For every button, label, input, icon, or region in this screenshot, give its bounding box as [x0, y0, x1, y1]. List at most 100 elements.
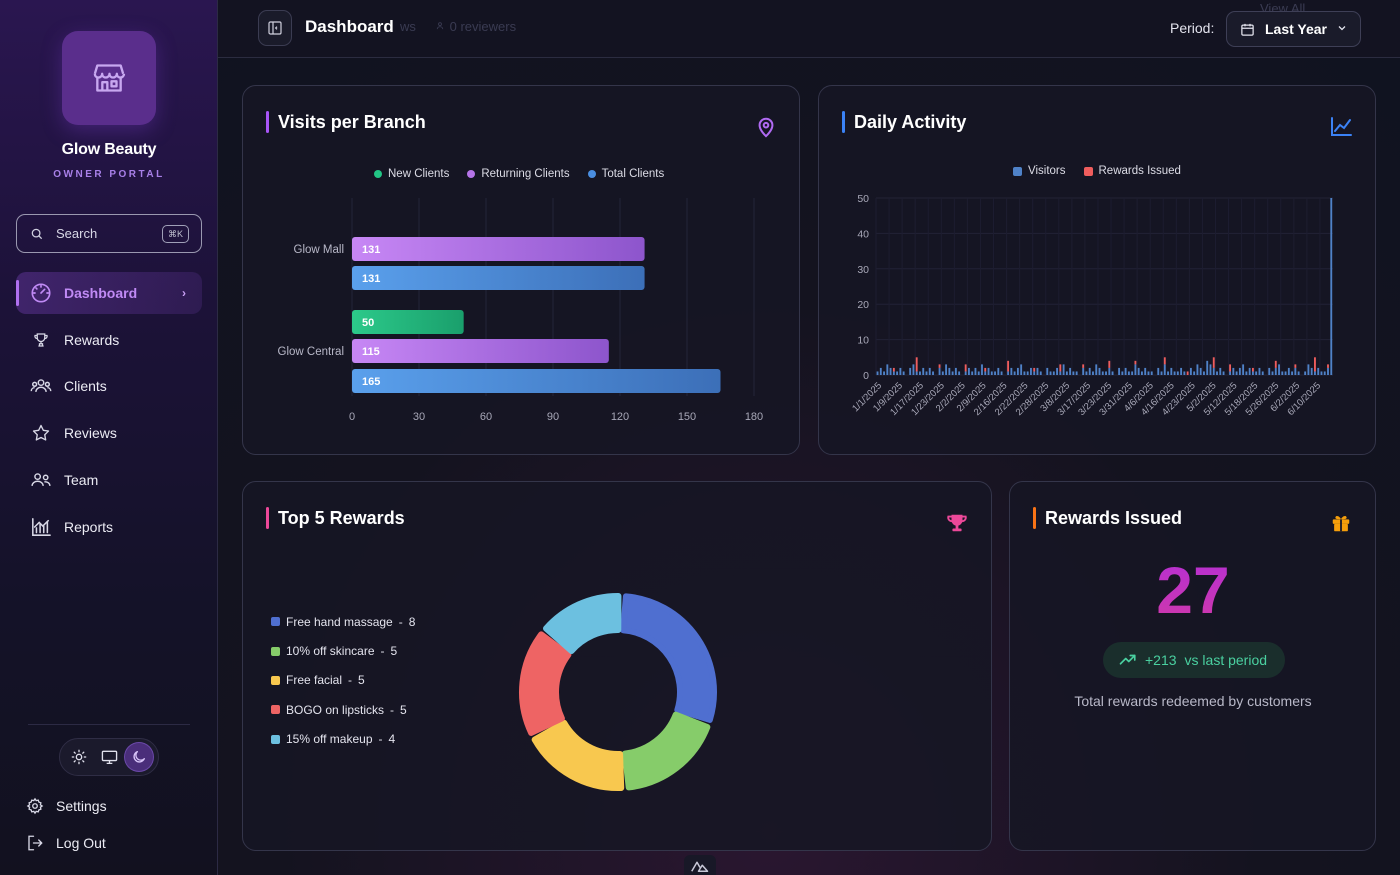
- bar: [1124, 367, 1127, 375]
- bar: [1059, 371, 1062, 375]
- sidebar-item-reviews[interactable]: Reviews: [16, 412, 202, 454]
- search-icon: [31, 228, 43, 239]
- bar: [1072, 371, 1075, 375]
- bar: [1101, 371, 1104, 375]
- sidebar-item-rewards[interactable]: Rewards: [16, 319, 202, 361]
- bar: [1013, 371, 1016, 375]
- settings-label: Settings: [56, 798, 107, 814]
- bar: [984, 367, 987, 372]
- legend-item[interactable]: Total Clients: [587, 168, 664, 180]
- legend-item[interactable]: Rewards Issued: [1083, 165, 1181, 177]
- legend-item[interactable]: Returning Clients: [467, 168, 570, 180]
- bar: [1229, 364, 1232, 372]
- bar: [1235, 371, 1238, 375]
- theme-toggle[interactable]: [59, 738, 159, 776]
- y-tick-label: 20: [857, 299, 869, 311]
- bar: [892, 371, 895, 375]
- legend-separator: -: [348, 673, 353, 688]
- ghost-reviewers: 0 reviewers: [449, 19, 517, 34]
- daily-chart: 010203040501/1/20251/9/20251/17/20251/23…: [850, 193, 1333, 418]
- bar: [1212, 357, 1215, 368]
- bar: [883, 371, 885, 375]
- bar-value-label: 50: [362, 317, 374, 329]
- brand-logo[interactable]: [62, 31, 156, 125]
- logout-link[interactable]: Log Out: [26, 834, 106, 852]
- sidebar-item-team[interactable]: Team: [16, 459, 202, 501]
- bar: [974, 367, 977, 375]
- visits-chart: 0 30 60 90 120 150 180 Glow Mall 131 131 Glow Cent…: [278, 198, 763, 423]
- search-shortcut-badge: ⌘K: [162, 225, 189, 243]
- bar-value-label: 115: [362, 346, 380, 358]
- bar: [1010, 367, 1013, 375]
- card-title: Top 5 Rewards: [266, 507, 405, 529]
- bar: [1212, 367, 1215, 375]
- bar: [1176, 371, 1179, 375]
- bar: [984, 371, 987, 375]
- bar: [1118, 367, 1121, 375]
- bar: [1278, 364, 1280, 375]
- bar: [938, 364, 941, 368]
- trophy-icon: [947, 514, 967, 532]
- bar: [1320, 371, 1323, 375]
- settings-link[interactable]: Settings: [26, 797, 107, 815]
- devtools-button[interactable]: [684, 855, 716, 875]
- legend-value: 4: [388, 732, 396, 747]
- bar: [981, 364, 983, 375]
- bar: [1036, 367, 1039, 375]
- bar: [1284, 371, 1287, 375]
- sidebar-item-clients[interactable]: Clients: [16, 365, 202, 407]
- gear-icon: [26, 797, 46, 815]
- theme-light-button[interactable]: [65, 743, 93, 771]
- legend-item[interactable]: Visitors: [1013, 165, 1066, 177]
- bar: [915, 371, 918, 375]
- bar: [990, 371, 993, 375]
- sidebar-item-dashboard[interactable]: Dashboard ›: [16, 272, 202, 314]
- bar: [928, 367, 931, 375]
- sidebar-item-reports[interactable]: Reports: [16, 506, 202, 548]
- legend-swatch: [271, 617, 280, 627]
- bar: [1232, 367, 1235, 375]
- bar-value-label: 131: [362, 244, 380, 256]
- bar: [1317, 367, 1320, 375]
- x-tick-label: 0: [349, 411, 355, 423]
- sidebar-collapse-icon: [268, 21, 282, 35]
- top-rewards-card: Top 5 Rewards Free hand massage -8 10% of…: [242, 481, 992, 851]
- legend-swatch: [271, 646, 280, 656]
- bar: [1307, 364, 1310, 375]
- bar: [1222, 371, 1225, 375]
- reports-icon: [30, 516, 52, 538]
- bar: [1323, 371, 1326, 375]
- legend-item: Free hand massage -8: [271, 607, 415, 636]
- bar: [1098, 367, 1101, 375]
- gauge-icon: [30, 282, 52, 304]
- bar: [1297, 371, 1300, 375]
- bar: [964, 371, 967, 375]
- search-input[interactable]: Search ⌘K: [16, 214, 202, 253]
- bar: [1294, 364, 1297, 368]
- bar: [352, 369, 721, 393]
- theme-dark-button[interactable]: [125, 743, 153, 771]
- sidebar-toggle-button[interactable]: [258, 10, 292, 46]
- bar: [1251, 371, 1254, 375]
- sidebar-item-label: Reviews: [64, 425, 117, 441]
- period-select[interactable]: Last Year: [1226, 11, 1361, 47]
- x-tick-label: 30: [413, 411, 425, 423]
- chevron-down-icon: [1338, 26, 1346, 31]
- rewards-donut-chart: [519, 593, 717, 791]
- bar: [909, 367, 912, 375]
- bar: [1147, 371, 1150, 375]
- legend-label: Free facial: [286, 673, 343, 688]
- donut-slice: [519, 631, 572, 736]
- bar: [1150, 371, 1153, 375]
- gift-icon: [1332, 516, 1350, 532]
- legend-item[interactable]: New Clients: [374, 168, 449, 180]
- map-pin-icon: [758, 117, 774, 138]
- bar: [1023, 371, 1026, 375]
- theme-system-button[interactable]: [95, 743, 123, 771]
- sidebar-item-label: Dashboard: [64, 285, 138, 301]
- legend-label: Returning Clients: [481, 168, 570, 180]
- y-tick-label: 40: [857, 228, 869, 240]
- bar: [1131, 371, 1134, 375]
- bar: [1248, 367, 1251, 375]
- trend-label: vs last period: [1184, 652, 1268, 668]
